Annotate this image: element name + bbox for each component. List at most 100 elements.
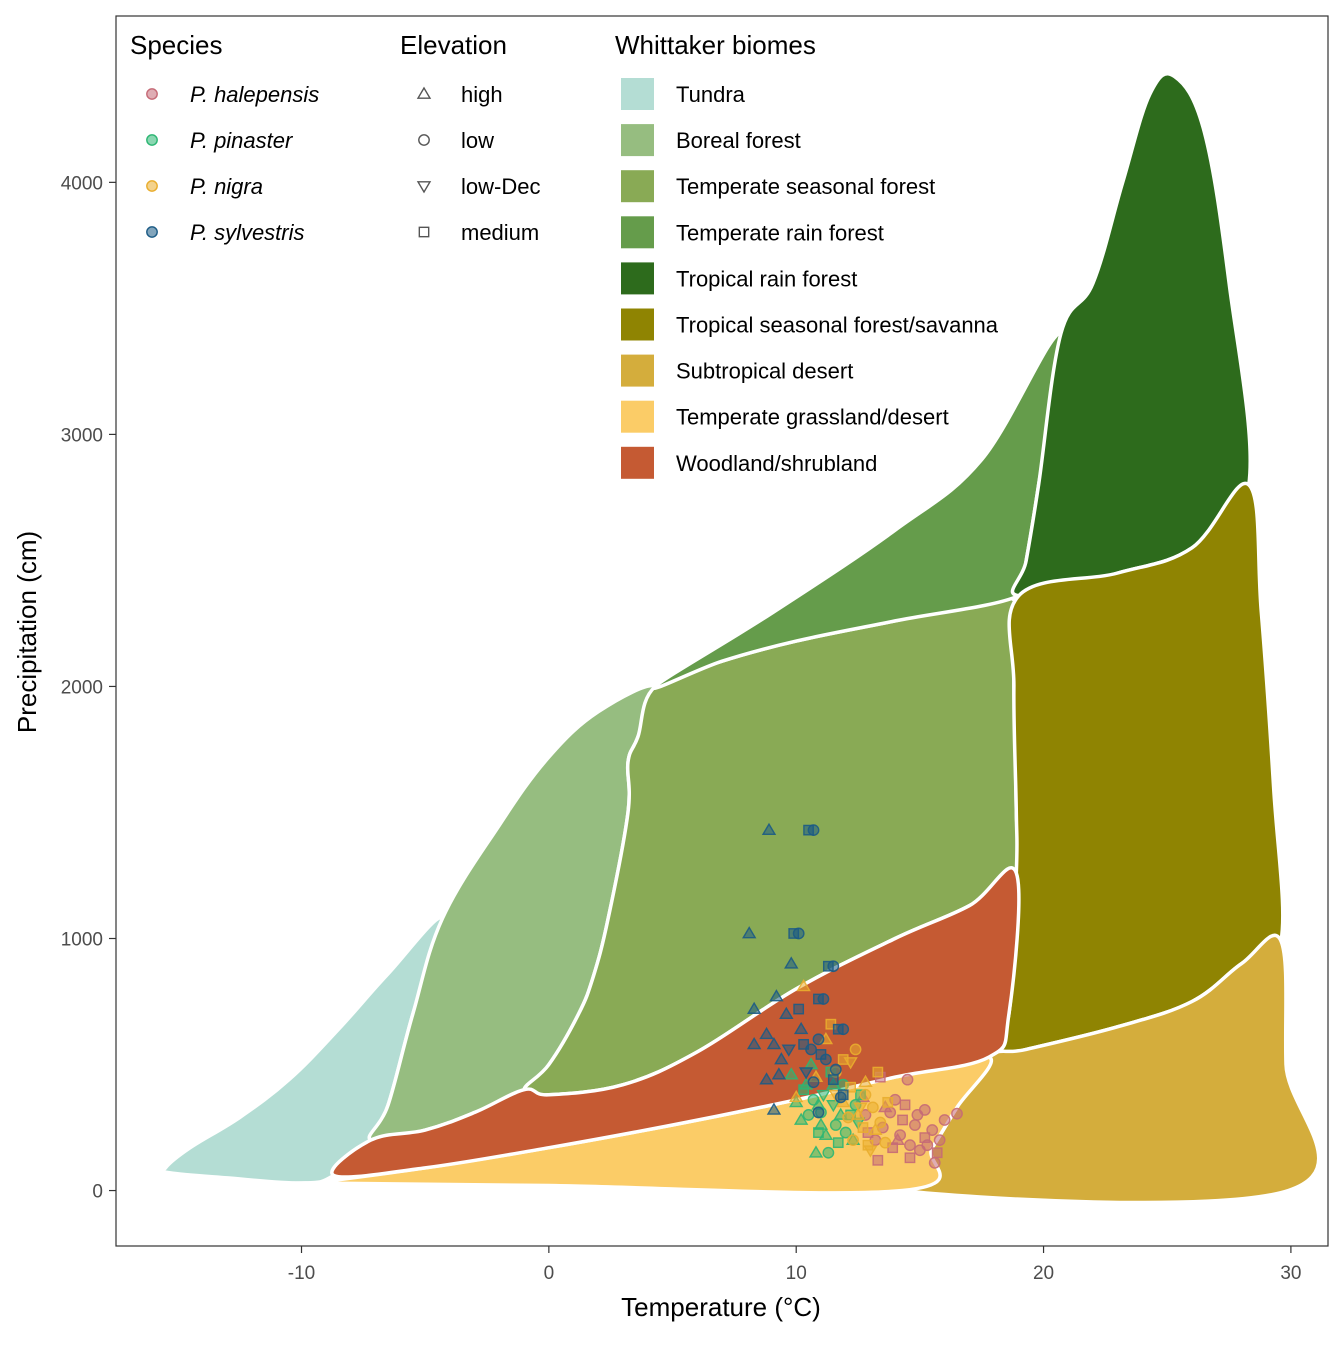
legend-biome-swatch (619, 214, 656, 251)
point-p-sylvestris (759, 1026, 774, 1040)
legend-elevation-label: low-Dec (461, 174, 540, 199)
legend-elevation-label: high (461, 82, 503, 107)
point-p-pinaster (798, 1084, 810, 1096)
point-p-sylvestris (746, 1036, 762, 1050)
point-p-pinaster (807, 1093, 820, 1106)
legend-species-key (146, 180, 158, 192)
point-p-nigra (868, 1122, 883, 1135)
legend-biome-swatch (619, 260, 656, 297)
point-p-sylvestris (798, 1038, 810, 1050)
biome-polygons (160, 71, 1321, 1205)
y-tick-label: 3000 (61, 425, 103, 446)
point-p-pinaster (793, 1112, 809, 1125)
point-p-sylvestris (742, 926, 757, 939)
legend-elevation-key (416, 181, 432, 194)
x-tick-label: 0 (544, 1263, 555, 1284)
point-p-sylvestris (771, 1067, 787, 1080)
x-tick-label: 10 (786, 1263, 807, 1284)
point-p-pinaster (826, 1099, 841, 1113)
point-p-nigra (859, 1088, 872, 1101)
legend-species-label: P. pinaster (190, 128, 294, 153)
point-p-sylvestris (766, 1036, 782, 1050)
point-p-sylvestris (815, 1049, 827, 1060)
point-p-halepensis (951, 1107, 963, 1120)
legend-biome-swatch (619, 398, 656, 435)
y-tick-label: 1000 (61, 930, 103, 951)
legend-biome-label: Temperate seasonal forest (676, 174, 935, 199)
point-p-sylvestris (798, 1067, 814, 1080)
biome-tropical-rain-forest (1010, 71, 1252, 598)
y-tick-label: 0 (92, 1182, 103, 1203)
x-axis-title: Temperature (°C) (621, 1292, 821, 1322)
legend-elevation-key (418, 134, 430, 146)
point-p-sylvestris (788, 928, 800, 939)
legend-species-title: Species (130, 30, 223, 60)
point-p-sylvestris (761, 822, 777, 836)
point-p-sylvestris (766, 1102, 782, 1115)
legend-elevation-label: medium (461, 220, 539, 245)
point-p-halepensis (897, 1114, 908, 1126)
point-p-halepensis (911, 1109, 924, 1121)
point-p-halepensis (872, 1154, 884, 1166)
point-p-halepensis (904, 1139, 916, 1152)
point-p-nigra (842, 1111, 855, 1124)
point-p-halepensis (890, 1132, 905, 1146)
point-p-sylvestris (793, 1021, 809, 1035)
legend-species-label: P. sylvestris (190, 220, 305, 245)
point-p-nigra (850, 1107, 866, 1120)
legend-biome-label: Tundra (676, 82, 746, 107)
point-p-halepensis (928, 1156, 941, 1169)
point-p-pinaster (816, 1089, 831, 1103)
legend-biome-label: Tropical seasonal forest/savanna (676, 313, 999, 338)
legend-species-label: P. nigra (190, 174, 263, 199)
point-p-halepensis (919, 1132, 931, 1143)
legend-biome-swatch (619, 306, 656, 343)
point-p-sylvestris (822, 960, 834, 972)
point-p-halepensis (909, 1119, 921, 1131)
legend-elevation-label: low (461, 128, 494, 153)
legend-biomes-title: Whittaker biomes (615, 30, 816, 60)
legend-biome-swatch (619, 168, 656, 205)
legend-elevation-title: Elevation (400, 30, 507, 60)
point-p-sylvestris (774, 1052, 789, 1065)
point-p-nigra (847, 1134, 859, 1147)
point-p-sylvestris (803, 824, 814, 836)
point-p-halepensis (904, 1152, 916, 1164)
point-p-sylvestris (779, 1006, 794, 1020)
point-p-sylvestris (784, 956, 799, 969)
point-p-sylvestris (812, 1106, 825, 1119)
legend-species-key (146, 134, 158, 146)
point-p-nigra (845, 1081, 857, 1093)
point-p-pinaster (784, 1067, 799, 1080)
point-p-nigra (857, 1122, 869, 1133)
point-p-sylvestris (837, 1089, 849, 1101)
legend-biome-swatch (619, 444, 656, 481)
point-p-halepensis (899, 1099, 911, 1111)
point-p-nigra (796, 979, 811, 992)
legends: Species P. halepensis P. pinaster P. nigra P… (130, 30, 999, 481)
legend-elevation-key (416, 86, 432, 99)
legend-elevation-key (418, 226, 430, 238)
legend-biome-swatch (619, 76, 656, 112)
point-p-sylvestris (807, 1076, 820, 1089)
point-p-pinaster (813, 1127, 824, 1138)
legend-biome-label: Temperate rain forest (676, 220, 884, 245)
x-tick-label: -10 (288, 1263, 315, 1284)
point-p-halepensis (933, 1134, 946, 1147)
point-p-pinaster (829, 1119, 842, 1131)
panel-border (115, 15, 1329, 1247)
point-p-nigra (853, 1102, 868, 1115)
point-p-pinaster (822, 1146, 835, 1159)
y-tick-label: 2000 (61, 677, 103, 698)
legend-biome-label: Tropical rain forest (676, 266, 857, 291)
point-p-halepensis (938, 1114, 951, 1126)
legend-biome-label: Woodland/shrubland (676, 451, 877, 476)
legend-biome-label: Temperate grassland/desert (676, 405, 949, 430)
point-p-nigra (866, 1101, 879, 1114)
point-p-sylvestris (812, 1033, 825, 1046)
y-axis-title: Precipitation (cm) (12, 531, 42, 733)
point-p-nigra (789, 1089, 804, 1103)
point-p-sylvestris (759, 1072, 774, 1085)
